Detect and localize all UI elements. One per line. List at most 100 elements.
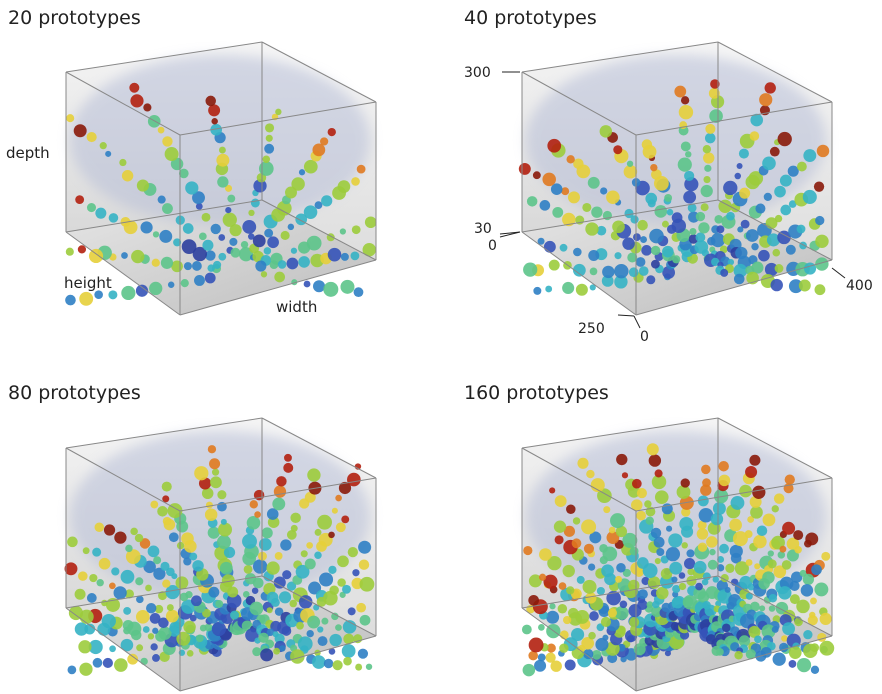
volume-blob bbox=[753, 535, 766, 548]
tick-label: 0 bbox=[640, 329, 649, 345]
volume-blob bbox=[584, 544, 594, 554]
volume-blob bbox=[608, 608, 617, 617]
volume-blob bbox=[711, 513, 723, 525]
volume-blob bbox=[275, 552, 283, 560]
volume-blob bbox=[250, 500, 258, 508]
volume-blob bbox=[599, 544, 608, 553]
volume-blob bbox=[641, 245, 652, 256]
volume-blob bbox=[519, 163, 531, 175]
volume-blob bbox=[765, 82, 776, 93]
volume-blob bbox=[646, 275, 655, 284]
volume-blob bbox=[230, 611, 239, 620]
volume-blob bbox=[750, 506, 763, 519]
volume-blob bbox=[213, 261, 221, 269]
volume-blob bbox=[585, 222, 598, 235]
volume-blob bbox=[274, 272, 285, 283]
volume-blob bbox=[121, 252, 128, 259]
volume-blob bbox=[359, 559, 369, 569]
volume-blob bbox=[163, 517, 172, 526]
volume-blob bbox=[544, 241, 556, 253]
volume-blob bbox=[181, 532, 194, 545]
volume-blob bbox=[781, 635, 787, 641]
volume-blob bbox=[664, 194, 672, 202]
volume-blob bbox=[306, 542, 313, 549]
volume-blob bbox=[522, 625, 532, 635]
volume-blob bbox=[109, 213, 119, 223]
volume-blob bbox=[573, 248, 582, 257]
volume-blob bbox=[650, 164, 657, 171]
volume-blob bbox=[523, 664, 536, 677]
figure: 20 prototypes 40 prototypes 80 prototype… bbox=[0, 0, 882, 694]
volume-blob bbox=[649, 229, 664, 244]
volume-blob bbox=[328, 248, 342, 262]
volume-blob bbox=[250, 602, 264, 616]
volume-blob bbox=[211, 118, 217, 124]
volume-blob bbox=[684, 171, 694, 181]
volume-blob bbox=[745, 530, 753, 538]
volume-blob bbox=[762, 157, 776, 171]
volume-blob bbox=[227, 195, 235, 203]
volume-blob bbox=[803, 190, 817, 204]
volume-blob bbox=[282, 626, 292, 636]
volume-blob bbox=[731, 496, 745, 510]
volume-blob bbox=[253, 559, 267, 573]
volume-blob bbox=[114, 586, 127, 599]
volume-blob bbox=[759, 93, 772, 106]
volume-blob bbox=[614, 264, 628, 278]
volume-blob bbox=[247, 516, 261, 530]
volume-blob bbox=[814, 182, 824, 192]
volume-blob bbox=[194, 275, 205, 286]
volume-blob bbox=[751, 243, 758, 250]
volume-blob bbox=[227, 586, 238, 597]
volume-blob bbox=[111, 567, 119, 575]
volume-blob bbox=[282, 570, 291, 579]
volume-blob bbox=[341, 515, 349, 523]
volume-blob bbox=[589, 611, 599, 621]
volume-blob bbox=[209, 458, 220, 469]
volume-blob bbox=[343, 657, 352, 666]
volume-blob bbox=[719, 544, 729, 554]
volume-blob bbox=[600, 187, 607, 194]
volume-blob bbox=[152, 259, 160, 267]
volume-blob bbox=[307, 468, 320, 481]
volume-blob bbox=[288, 224, 294, 230]
volume-blob bbox=[254, 511, 261, 518]
volume-blob bbox=[161, 257, 173, 269]
volume-blob bbox=[616, 563, 626, 573]
volume-blob bbox=[609, 527, 616, 534]
volume-blob bbox=[794, 546, 802, 554]
volume-blob bbox=[205, 273, 216, 284]
volume-blob bbox=[768, 559, 777, 568]
volume-blob bbox=[754, 563, 760, 569]
volume-blob bbox=[560, 244, 568, 252]
volume-blob bbox=[538, 624, 545, 631]
volume-blob bbox=[805, 533, 818, 546]
volume-blob bbox=[651, 528, 661, 538]
volume-blob bbox=[274, 485, 286, 497]
volume-blob bbox=[815, 216, 824, 225]
volume-blob bbox=[270, 260, 279, 269]
volume-blob bbox=[290, 513, 300, 523]
volume-blob bbox=[672, 255, 680, 263]
volume-blob bbox=[734, 651, 742, 659]
volume-blob bbox=[182, 239, 197, 254]
volume-blob bbox=[287, 258, 299, 270]
volume-blob bbox=[291, 248, 297, 254]
volume-blob bbox=[790, 581, 800, 591]
volume-blob bbox=[202, 240, 213, 251]
volume-blob bbox=[696, 212, 705, 221]
volume-blob bbox=[266, 561, 279, 574]
volume-panel bbox=[65, 418, 376, 691]
volume-blob bbox=[726, 212, 735, 221]
volume-blob bbox=[679, 105, 693, 119]
volume-blob bbox=[590, 268, 598, 276]
volume-blob bbox=[150, 643, 157, 650]
volume-blob bbox=[820, 613, 832, 625]
volume-blob bbox=[774, 493, 785, 504]
volume-blob bbox=[321, 618, 328, 625]
volume-blob bbox=[131, 250, 144, 263]
volume-blob bbox=[734, 173, 741, 180]
volume-blob bbox=[727, 602, 735, 610]
volume-blob bbox=[762, 571, 774, 583]
volume-blob bbox=[221, 519, 227, 525]
